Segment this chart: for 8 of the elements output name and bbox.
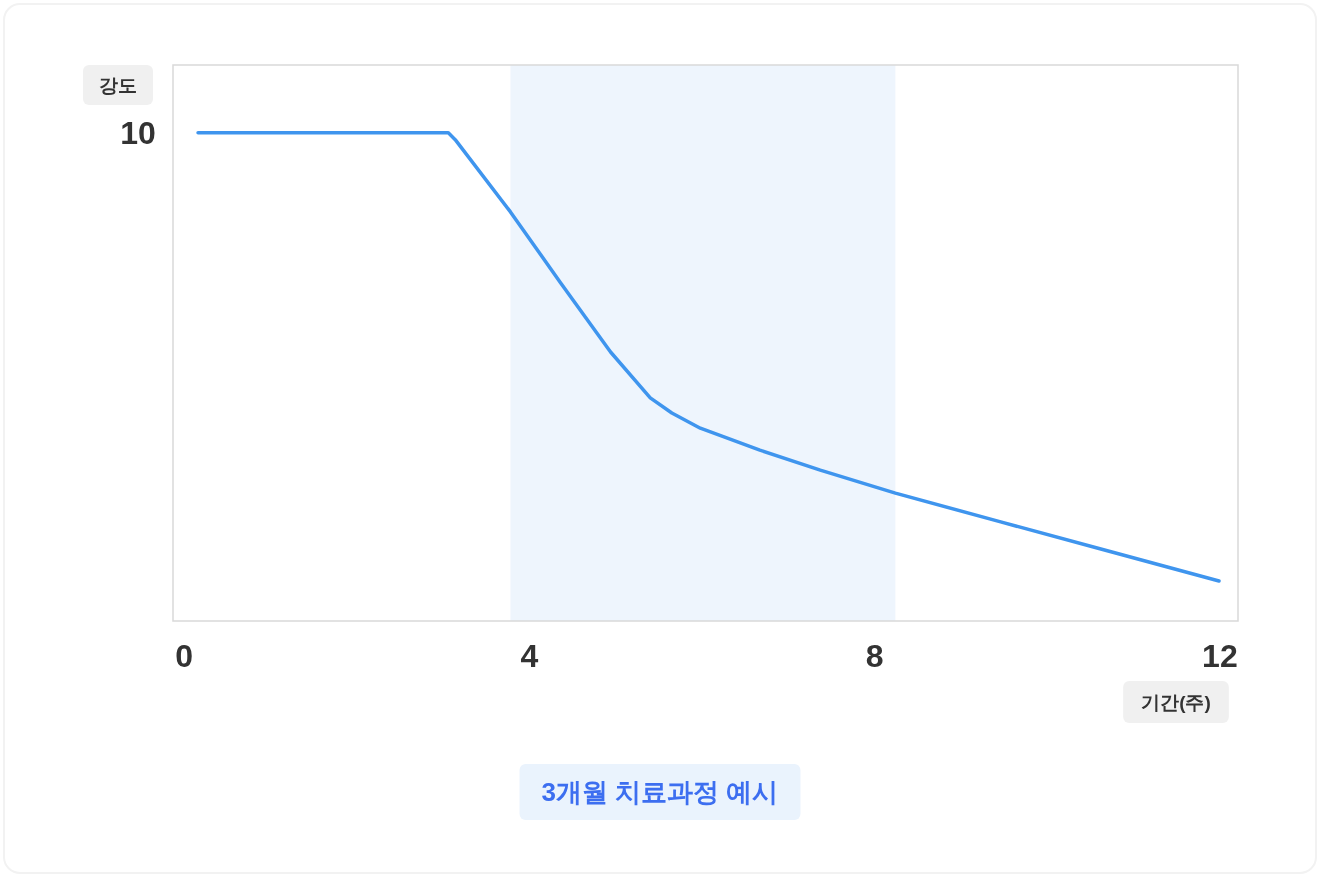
x-tick-label: 0 [175,638,194,674]
text: 10 [120,114,156,151]
x-axis-title: 기간(주) [1141,691,1211,713]
x-tick-label: 8 [865,638,884,674]
y-axis-title: 강도 [99,74,137,96]
x-tick-label: 4 [520,638,539,674]
x-tick-label: 12 [1202,638,1238,674]
text: 3개월 치료과정 예시 [541,777,779,808]
